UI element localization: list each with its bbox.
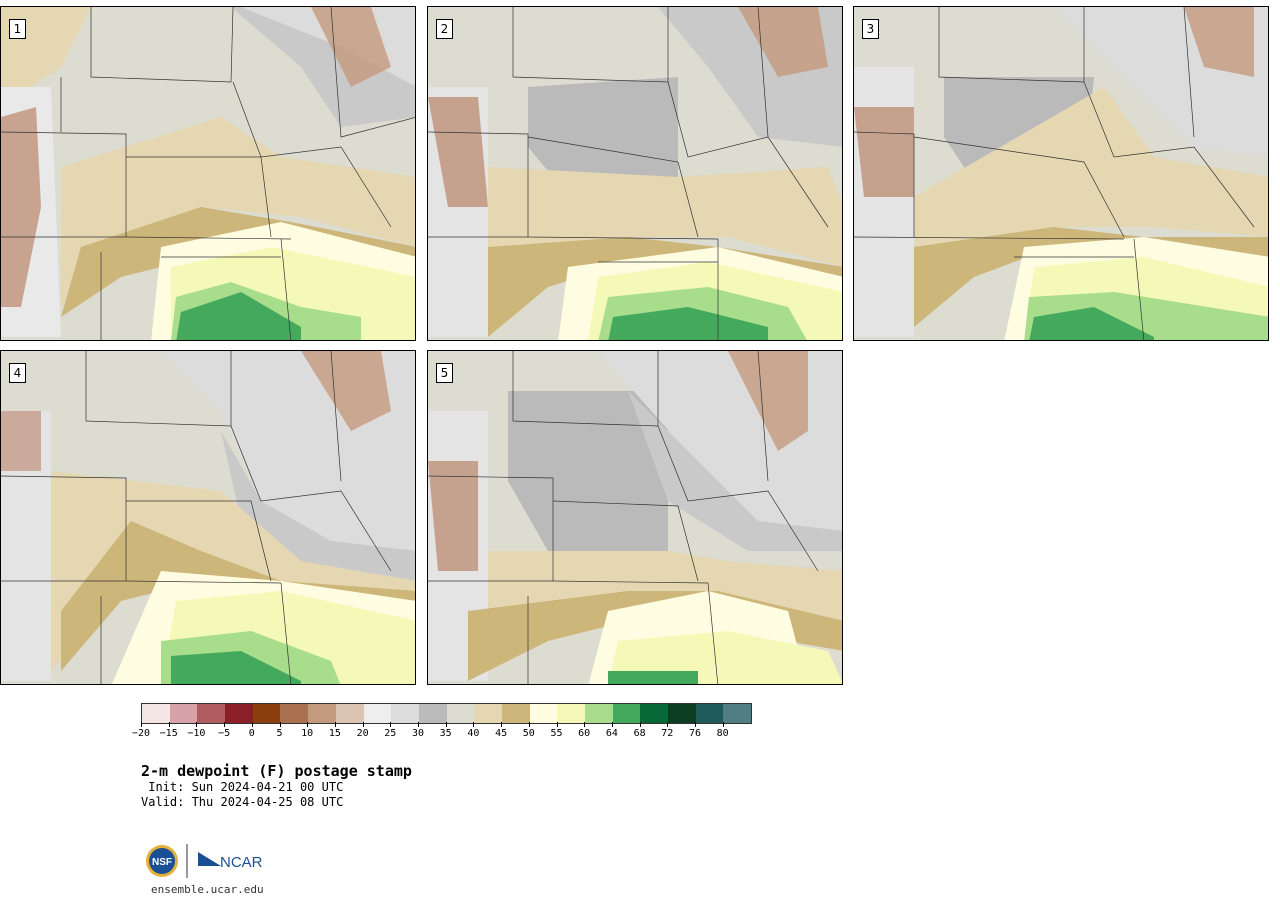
colorbar-tick bbox=[224, 722, 226, 727]
colorbar-tick-label: 15 bbox=[328, 728, 341, 739]
colorbar-tick-label: 68 bbox=[633, 728, 646, 739]
colorbar-swatch bbox=[723, 704, 752, 723]
colorbar-tick-label: 30 bbox=[411, 728, 425, 739]
nsf-ncar-logo: NSF NCAR bbox=[146, 844, 263, 878]
colorbar-tick-label: −15 bbox=[159, 728, 178, 739]
colorbar-swatch bbox=[280, 704, 309, 723]
init-time: Init: Sun 2024-04-21 00 UTC bbox=[141, 780, 344, 794]
colorbar-tick-label: −20 bbox=[131, 728, 151, 739]
map-panel-1: 1 bbox=[0, 6, 416, 341]
ncar-logo-text: NCAR bbox=[220, 854, 263, 871]
colorbar-tick bbox=[611, 722, 613, 727]
colorbar-swatch bbox=[363, 704, 392, 723]
panel-number: 3 bbox=[862, 19, 879, 39]
colorbar-tick bbox=[722, 722, 724, 727]
colorbar-tick bbox=[445, 722, 447, 727]
colorbar-tick-label: −5 bbox=[218, 728, 231, 739]
valid-time: Valid: Thu 2024-04-25 08 UTC bbox=[141, 795, 344, 809]
colorbar-tick-label: 76 bbox=[688, 728, 702, 739]
colorbar-tick bbox=[141, 722, 142, 727]
colorbar-swatch bbox=[225, 704, 253, 723]
colorbar-tick-label: 50 bbox=[522, 728, 535, 739]
colorbar-tick bbox=[556, 722, 558, 727]
colorbar-swatch bbox=[668, 704, 696, 723]
colorbar-tick bbox=[584, 722, 586, 727]
colorbar-tick bbox=[334, 722, 336, 727]
colorbar-tick bbox=[473, 722, 475, 727]
colorbar-tick-label: 45 bbox=[495, 728, 508, 739]
colorbar-tick-label: 55 bbox=[550, 728, 563, 739]
logos: NSF NCAR bbox=[145, 844, 275, 880]
dewpoint-map-1 bbox=[1, 7, 415, 340]
colorbar-swatch bbox=[695, 704, 724, 723]
colorbar-tick-label: 25 bbox=[384, 728, 397, 739]
colorbar-swatch bbox=[474, 704, 502, 723]
map-title: 2-m dewpoint (F) postage stamp bbox=[141, 762, 412, 780]
dewpoint-map-3 bbox=[854, 7, 1268, 340]
colorbar-swatch bbox=[308, 704, 336, 723]
nsf-logo-text: NSF bbox=[152, 857, 172, 868]
colorbar-tick-label: −10 bbox=[187, 728, 206, 739]
colorbar-tick bbox=[362, 722, 364, 727]
colorbar-swatch bbox=[529, 704, 558, 723]
colorbar-tick bbox=[307, 722, 309, 727]
colorbar-tick-label: 64 bbox=[605, 728, 618, 739]
colorbar-tick-label: 72 bbox=[661, 728, 674, 739]
site-url: ensemble.ucar.edu bbox=[151, 883, 264, 896]
colorbar-swatch bbox=[501, 704, 530, 723]
map-panel-5: 5 bbox=[427, 350, 843, 685]
colorbar-tick bbox=[667, 722, 669, 727]
colorbar-swatch bbox=[446, 704, 475, 723]
colorbar-swatch bbox=[557, 704, 585, 723]
colorbar-swatch bbox=[391, 704, 419, 723]
colorbar-tick bbox=[501, 722, 503, 727]
colorbar-tick-label: 20 bbox=[356, 728, 369, 739]
colorbar-swatch bbox=[585, 704, 613, 723]
colorbar-swatch bbox=[640, 704, 669, 723]
colorbar-tick-label: 60 bbox=[578, 728, 591, 739]
dewpoint-map-5 bbox=[428, 351, 842, 684]
map-panel-2: 2 bbox=[427, 6, 843, 341]
colorbar-tick bbox=[251, 722, 253, 727]
colorbar bbox=[141, 703, 753, 724]
colorbar-swatch bbox=[169, 704, 198, 723]
colorbar-swatch bbox=[335, 704, 364, 723]
colorbar-tick bbox=[168, 722, 170, 727]
colorbar-tick-label: 0 bbox=[248, 728, 255, 739]
colorbar-swatch bbox=[418, 704, 447, 723]
colorbar-swatch bbox=[197, 704, 226, 723]
colorbar-tick bbox=[639, 722, 641, 727]
map-panel-4: 4 bbox=[0, 350, 416, 685]
colorbar-tick bbox=[279, 722, 281, 727]
panel-number: 2 bbox=[436, 19, 453, 39]
colorbar-swatch bbox=[142, 704, 170, 723]
map-panel-3: 3 bbox=[853, 6, 1269, 341]
colorbar-tick-label: 35 bbox=[439, 728, 452, 739]
colorbar-tick bbox=[196, 722, 198, 727]
colorbar-tick-label: 5 bbox=[276, 728, 283, 739]
colorbar-tick-label: 40 bbox=[467, 728, 480, 739]
colorbar-tick-label: 80 bbox=[716, 728, 729, 739]
colorbar-tick-label: 10 bbox=[301, 728, 314, 739]
panel-number: 1 bbox=[9, 19, 26, 39]
colorbar-tick bbox=[695, 722, 696, 727]
colorbar-tick bbox=[418, 722, 419, 727]
colorbar-swatch bbox=[612, 704, 641, 723]
panel-number: 4 bbox=[9, 363, 26, 383]
colorbar-ticks: −20 −15 −10 −5 0 5 10 15 20 25 30 35 40 45 50 55 60 64 68 7… bbox=[132, 722, 755, 742]
colorbar-tick bbox=[528, 722, 530, 727]
dewpoint-map-2 bbox=[428, 7, 842, 340]
dewpoint-map-4 bbox=[1, 351, 415, 684]
panel-number: 5 bbox=[436, 363, 453, 383]
colorbar-tick bbox=[390, 722, 392, 727]
colorbar-swatch bbox=[252, 704, 281, 723]
